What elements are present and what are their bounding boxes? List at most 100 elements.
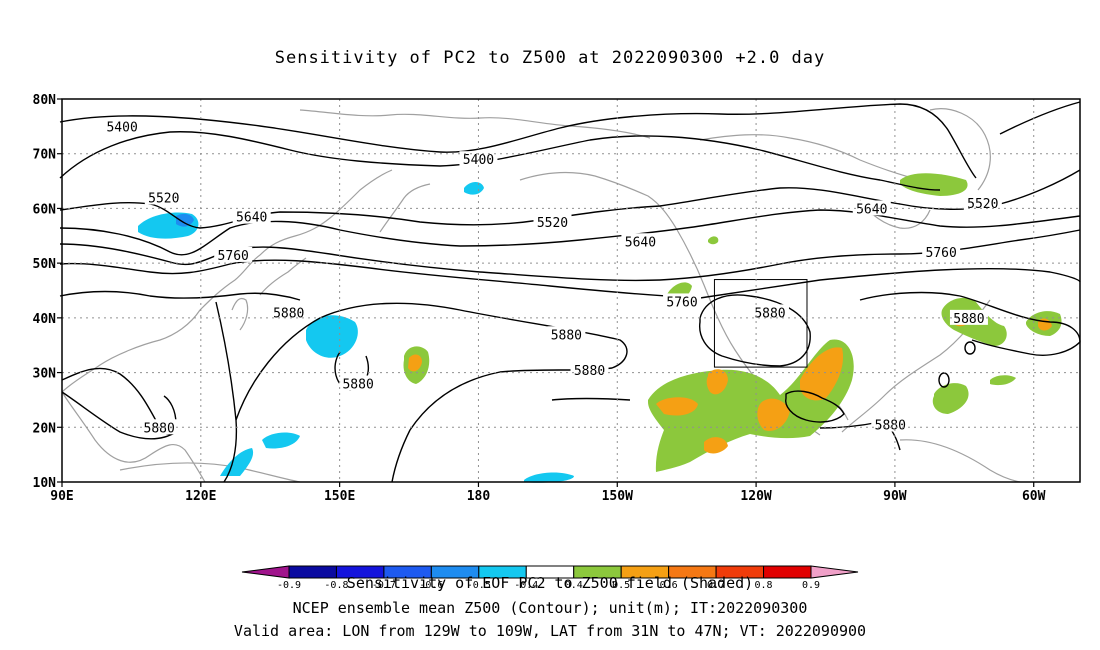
coastline-east-asia (61, 169, 393, 393)
contour-label: 5400 (106, 120, 137, 135)
colorbar-level-label: -0.7 (372, 580, 396, 591)
contour-label-bg (663, 293, 702, 309)
contour-label: 5880 (953, 312, 984, 327)
contour-label-bg (232, 208, 271, 224)
axis-ticks (57, 98, 1035, 487)
negative-patch-tropical (524, 472, 574, 483)
contour-label-bg (339, 375, 378, 391)
lat-tick-label: 60N (33, 202, 57, 217)
latitude-labels: 80N 70N 60N 50N 40N 30N 20N 10N (33, 93, 57, 491)
strong-negative-patch-north-asia (176, 213, 194, 227)
contour-label: 5640 (625, 235, 656, 250)
longitude-labels: 90E 120E 150E 180 150W 120W 90W 60W (50, 489, 1045, 504)
strong-positive-patch-central-pacific (408, 354, 422, 372)
strong-positive-patch-east-pacific-2 (706, 369, 728, 395)
contour-label: 5880 (875, 419, 906, 434)
contour-5880-band (59, 259, 701, 299)
contour-5880-south-pacific (551, 397, 631, 401)
positive-patch-bermuda (932, 383, 969, 414)
lon-tick-label: 120W (740, 489, 771, 504)
colorbar-level-label: -0.6 (419, 580, 443, 591)
coastline-greenland (929, 108, 991, 191)
chart-title: Sensitivity of PC2 to Z500 at 2022090300… (274, 48, 826, 68)
contour-label-bg (214, 246, 253, 262)
colorbar-level-label: -0.4 (514, 580, 538, 591)
colorbar-level-label: -0.8 (324, 580, 348, 591)
lat-tick-label: 50N (33, 257, 57, 272)
contour-label-bg (750, 304, 789, 320)
contour-label-bg (621, 233, 660, 249)
map-frame (61, 98, 1081, 483)
lat-tick-label: 70N (33, 148, 57, 163)
lat-tick-label: 10N (33, 476, 57, 491)
strong-positive-patch-gulf (800, 347, 844, 401)
lon-tick-label: 150W (602, 489, 633, 504)
colorbar-labels: -0.9 -0.8 -0.7 -0.6 -0.5 -0.4 0.4 0.5 0.6 0.7 0.8 0… (277, 580, 820, 591)
lon-tick-label: 150E (324, 489, 355, 504)
contour-label: 5760 (666, 295, 697, 310)
contour-label-bg (459, 151, 498, 167)
contour-label: 5640 (856, 202, 887, 217)
caption-contour: NCEP ensemble mean Z500 (Contour); unit(… (292, 599, 808, 617)
colorbar-level-label: 0.8 (755, 580, 773, 591)
positive-patch-atlantic-small (990, 375, 1016, 386)
contour-label-bg (103, 118, 142, 134)
negative-patch-west-pacific (306, 315, 358, 358)
coastline-indochina (61, 391, 206, 483)
colorbar-level-label: 0.9 (802, 580, 820, 591)
contour-label: 5520 (148, 191, 179, 206)
colorbar-level-label: 0.7 (707, 580, 725, 591)
contour-5400-lower (59, 131, 941, 191)
contour-5880-east (699, 268, 1081, 299)
lat-tick-label: 30N (33, 367, 57, 382)
valid-area-box (713, 279, 808, 368)
contour-label-bg (922, 244, 961, 260)
contour-label: 5760 (926, 246, 957, 261)
colorbar-level-label: -0.9 (277, 580, 301, 591)
lon-tick-label: 180 (467, 489, 491, 504)
lat-tick-label: 20N (33, 421, 57, 436)
lat-tick-label: 80N (33, 93, 57, 108)
contour-label: 5880 (574, 364, 605, 379)
contour-label-bg (547, 326, 586, 342)
coastline-canada-arctic (699, 134, 921, 181)
gridlines (62, 99, 1080, 482)
contour-5400-west (59, 103, 977, 179)
contour-label-bg (852, 200, 891, 216)
negative-patch-kamchatka (464, 182, 484, 195)
contour-label-bg (144, 189, 183, 205)
contour-5880-asia-lower (61, 391, 177, 440)
positive-patch-labrador (900, 173, 968, 196)
contour-5640 (59, 209, 1081, 256)
colorbar-level-label: -0.5 (467, 580, 491, 591)
contour-5400-east (999, 101, 1081, 135)
colorbar-level-label: 0.6 (660, 580, 678, 591)
strong-positive-patch-east-pacific-1 (656, 397, 698, 416)
strong-positive-patch-central-america (704, 437, 728, 454)
coastline-siberia-north (299, 109, 651, 139)
negative-patch-maritime (262, 432, 300, 449)
colorbar-level-label: 0.5 (612, 580, 630, 591)
negative-patch-south-asia (220, 448, 254, 476)
caption-valid-area: Valid area: LON from 129W to 109W, LAT f… (233, 622, 867, 640)
coastline-alaska (519, 171, 677, 229)
contour-5880-north (59, 290, 301, 301)
lat-tick-label: 40N (33, 312, 57, 327)
contour-label-bg (269, 304, 308, 320)
coastline-south-america (899, 439, 1021, 483)
contour-label: 5880 (551, 328, 582, 343)
contour-label: 5520 (537, 216, 568, 231)
lon-tick-label: 60W (1022, 489, 1046, 504)
contour-label: 5880 (144, 421, 175, 436)
colorbar-boxes (241, 565, 859, 579)
contour-label-bg (570, 361, 609, 377)
lon-tick-label: 90E (50, 489, 73, 504)
contour-label: 5880 (342, 378, 373, 393)
contour-5880-atlantic (859, 291, 1081, 356)
contour-label: 5760 (218, 249, 249, 264)
contour-label-bg (871, 416, 910, 432)
colorbar-high-triangle (810, 565, 859, 579)
contour-5880-gulf-loop (785, 390, 845, 423)
